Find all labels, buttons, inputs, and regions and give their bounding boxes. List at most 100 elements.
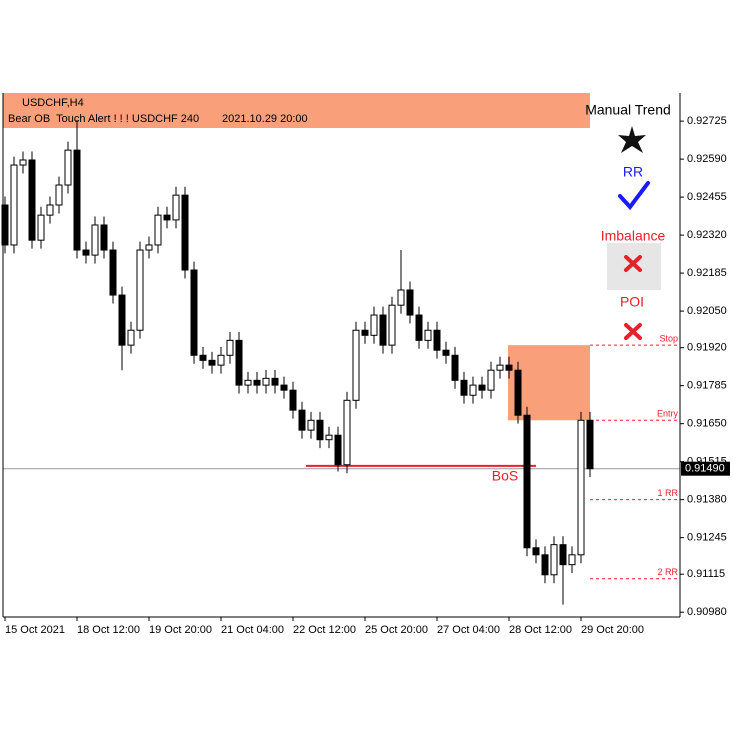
candle-body	[100, 224, 108, 251]
candle-body	[199, 354, 207, 361]
candle-body	[487, 369, 495, 391]
candle-body	[262, 377, 270, 386]
y-tick-label: 0.91785	[687, 380, 727, 392]
candle-body	[82, 249, 90, 256]
candle-body	[109, 249, 117, 296]
level-label: 1 RR	[657, 488, 678, 498]
candle-body	[271, 377, 279, 386]
candle-body	[154, 214, 162, 246]
candle-body	[505, 364, 513, 371]
candle-body	[10, 164, 18, 246]
candle-body	[550, 544, 558, 576]
symbol: USDCHF,H4	[22, 97, 84, 109]
current-price-box	[681, 461, 730, 476]
candle-body	[478, 384, 486, 391]
current-price-label: 0.91490	[685, 463, 725, 475]
poi-button[interactable]: POI	[620, 294, 644, 310]
panel-title[interactable]: Manual Trend	[585, 102, 671, 118]
candle-body	[334, 434, 342, 466]
header-band	[3, 93, 590, 128]
alert-time: 2021.10.29 20:00	[222, 113, 308, 125]
candle-body	[433, 329, 441, 351]
candle-body	[406, 289, 414, 316]
candle-body	[280, 384, 288, 391]
y-tick-label: 0.91650	[687, 418, 727, 430]
candle-body	[325, 434, 333, 441]
candle-body	[145, 244, 153, 251]
x-tick-label: 19 Oct 20:00	[149, 624, 212, 636]
y-tick-label: 0.92725	[687, 115, 727, 127]
candle-body	[568, 554, 576, 566]
candle-body	[55, 184, 63, 206]
alert: Bear OB Touch Alert ! ! ! USDCHF 240	[8, 113, 199, 125]
candle-body	[361, 329, 369, 336]
candle-body	[316, 419, 324, 441]
y-tick-label: 0.92590	[687, 153, 727, 165]
x-icon[interactable]	[624, 323, 642, 340]
rr-button[interactable]: RR	[623, 164, 643, 180]
x-tick-label: 21 Oct 04:00	[221, 624, 284, 636]
y-tick-label: 0.90980	[687, 606, 727, 618]
x-tick-label: 15 Oct 2021	[5, 624, 65, 636]
candle-body	[352, 329, 360, 401]
candle-body	[253, 379, 261, 386]
candle-body	[424, 329, 432, 341]
y-tick-label: 0.92320	[687, 229, 727, 241]
x-tick-label: 28 Oct 12:00	[509, 624, 572, 636]
candle-body	[208, 359, 216, 366]
candle-body	[244, 379, 252, 386]
y-tick-label: 0.91115	[687, 568, 725, 580]
candle-body	[379, 314, 387, 346]
check-icon[interactable]	[618, 181, 650, 211]
candle-body	[586, 419, 594, 470]
candle-body	[559, 544, 567, 566]
candle-body	[46, 204, 54, 216]
candle-body	[577, 419, 585, 556]
y-tick-label: 0.92185	[687, 267, 727, 279]
y-tick-label: 0.91245	[687, 532, 727, 544]
x-tick-label: 27 Oct 04:00	[437, 624, 500, 636]
candle-body	[37, 214, 45, 241]
level-label: Stop	[659, 334, 678, 344]
candle-body	[1, 204, 9, 246]
candle-body	[469, 384, 477, 396]
order-block	[508, 345, 590, 421]
candle-body	[190, 269, 198, 356]
level-label: Entry	[657, 409, 679, 419]
y-tick-label: 0.92455	[687, 191, 727, 203]
candle-body	[226, 339, 234, 356]
candle-body	[136, 249, 144, 331]
star-icon[interactable]	[618, 126, 646, 153]
bos-label: BoS	[492, 468, 518, 484]
x-tick-label: 29 Oct 20:00	[581, 624, 644, 636]
candle-body	[163, 214, 171, 221]
imbalance-button[interactable]: Imbalance	[601, 228, 666, 244]
y-tick-label: 0.91920	[687, 342, 727, 354]
candle-body	[496, 364, 504, 371]
candle-body	[118, 294, 126, 346]
level-label: 2 RR	[657, 567, 678, 577]
candle-body	[91, 224, 99, 256]
x-tick-label: 25 Oct 20:00	[365, 624, 428, 636]
candle-body	[541, 554, 549, 576]
candle-body	[64, 149, 72, 186]
candle-body	[460, 379, 468, 396]
candle-body	[343, 399, 351, 466]
x-tick-label: 18 Oct 12:00	[77, 624, 140, 636]
candle-body	[298, 409, 306, 431]
candle-body	[370, 314, 378, 336]
y-tick-label: 0.91380	[687, 494, 727, 506]
candle-body	[19, 159, 27, 166]
candle-body	[217, 354, 225, 366]
candle-body	[172, 194, 180, 221]
x-icon[interactable]	[624, 255, 642, 272]
candle-body	[289, 389, 297, 411]
candle-body	[532, 547, 540, 556]
x-tick-label: 22 Oct 12:00	[293, 624, 356, 636]
candle-body	[181, 194, 189, 271]
candle-body	[415, 314, 423, 341]
y-tick-label: 0.92050	[687, 305, 727, 317]
candle-body	[307, 419, 315, 431]
candle-body	[388, 304, 396, 346]
candle-body	[73, 149, 81, 251]
